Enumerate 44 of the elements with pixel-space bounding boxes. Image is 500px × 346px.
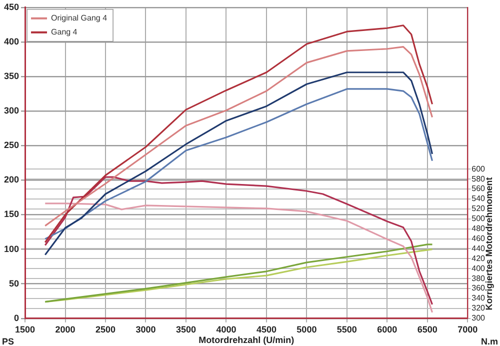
legend-label: Original Gang 4 <box>51 14 108 23</box>
x-tick-label: 5000 <box>296 324 317 334</box>
x-tick-label: 6500 <box>417 324 438 334</box>
x-tick-label: 3500 <box>176 324 196 334</box>
x-tick-label: 7000 <box>458 324 478 334</box>
y2-tick-label: 360 <box>472 284 486 293</box>
y-tick-label: 300 <box>4 106 20 116</box>
x-tick-label: 2500 <box>95 324 116 334</box>
y-tick-label: 150 <box>4 209 20 220</box>
y2-axis-title: Korrigiertes Motordrehmoment <box>484 177 494 310</box>
y2-tick-label: 560 <box>472 184 486 194</box>
y-tick-label: 350 <box>4 70 20 81</box>
x-tick-label: 4500 <box>256 324 276 334</box>
y-tick-label: 100 <box>4 244 20 254</box>
y-tick-label: 400 <box>4 36 20 46</box>
x-tick-label: 5500 <box>336 324 357 334</box>
y2-tick-label: 580 <box>472 174 486 184</box>
x-tick-label: 1500 <box>15 324 36 334</box>
y2-tick-label: 600 <box>472 164 486 174</box>
text: N.m <box>480 336 498 346</box>
y2-tick-label: 480 <box>472 224 486 234</box>
x-tick-label: 3000 <box>136 324 156 334</box>
y-tick-label: 50 <box>9 278 20 288</box>
y-tick-label: 0 <box>14 312 20 323</box>
x-tick-label: 2000 <box>55 324 76 334</box>
x-tick-label: 6000 <box>377 324 398 334</box>
y-tick-label: 200 <box>4 174 20 185</box>
y2-tick-label: 320 <box>472 304 486 313</box>
y-axis-title: PS <box>2 336 14 346</box>
y2-tick-label: 500 <box>472 214 486 224</box>
y2-tick-label: 400 <box>472 264 486 273</box>
legend-label: Gang 4 <box>51 28 78 37</box>
y2-tick-label: 380 <box>472 274 486 283</box>
y-tick-label: 250 <box>4 140 20 150</box>
y2-tick-label: 420 <box>472 254 486 263</box>
y2-tick-label: 340 <box>472 294 486 303</box>
y2-tick-label: 300 <box>472 314 486 323</box>
y2-tick-label: 440 <box>472 244 486 253</box>
y2-tick-label: 520 <box>472 204 486 214</box>
x-axis-title: Motordrehzahl (U/min) <box>198 335 294 346</box>
y2-tick-label: 460 <box>472 234 486 243</box>
y-tick-label: 450 <box>4 2 20 12</box>
x-tick-label: 4000 <box>216 324 236 334</box>
y2-tick-label: 540 <box>472 194 486 204</box>
